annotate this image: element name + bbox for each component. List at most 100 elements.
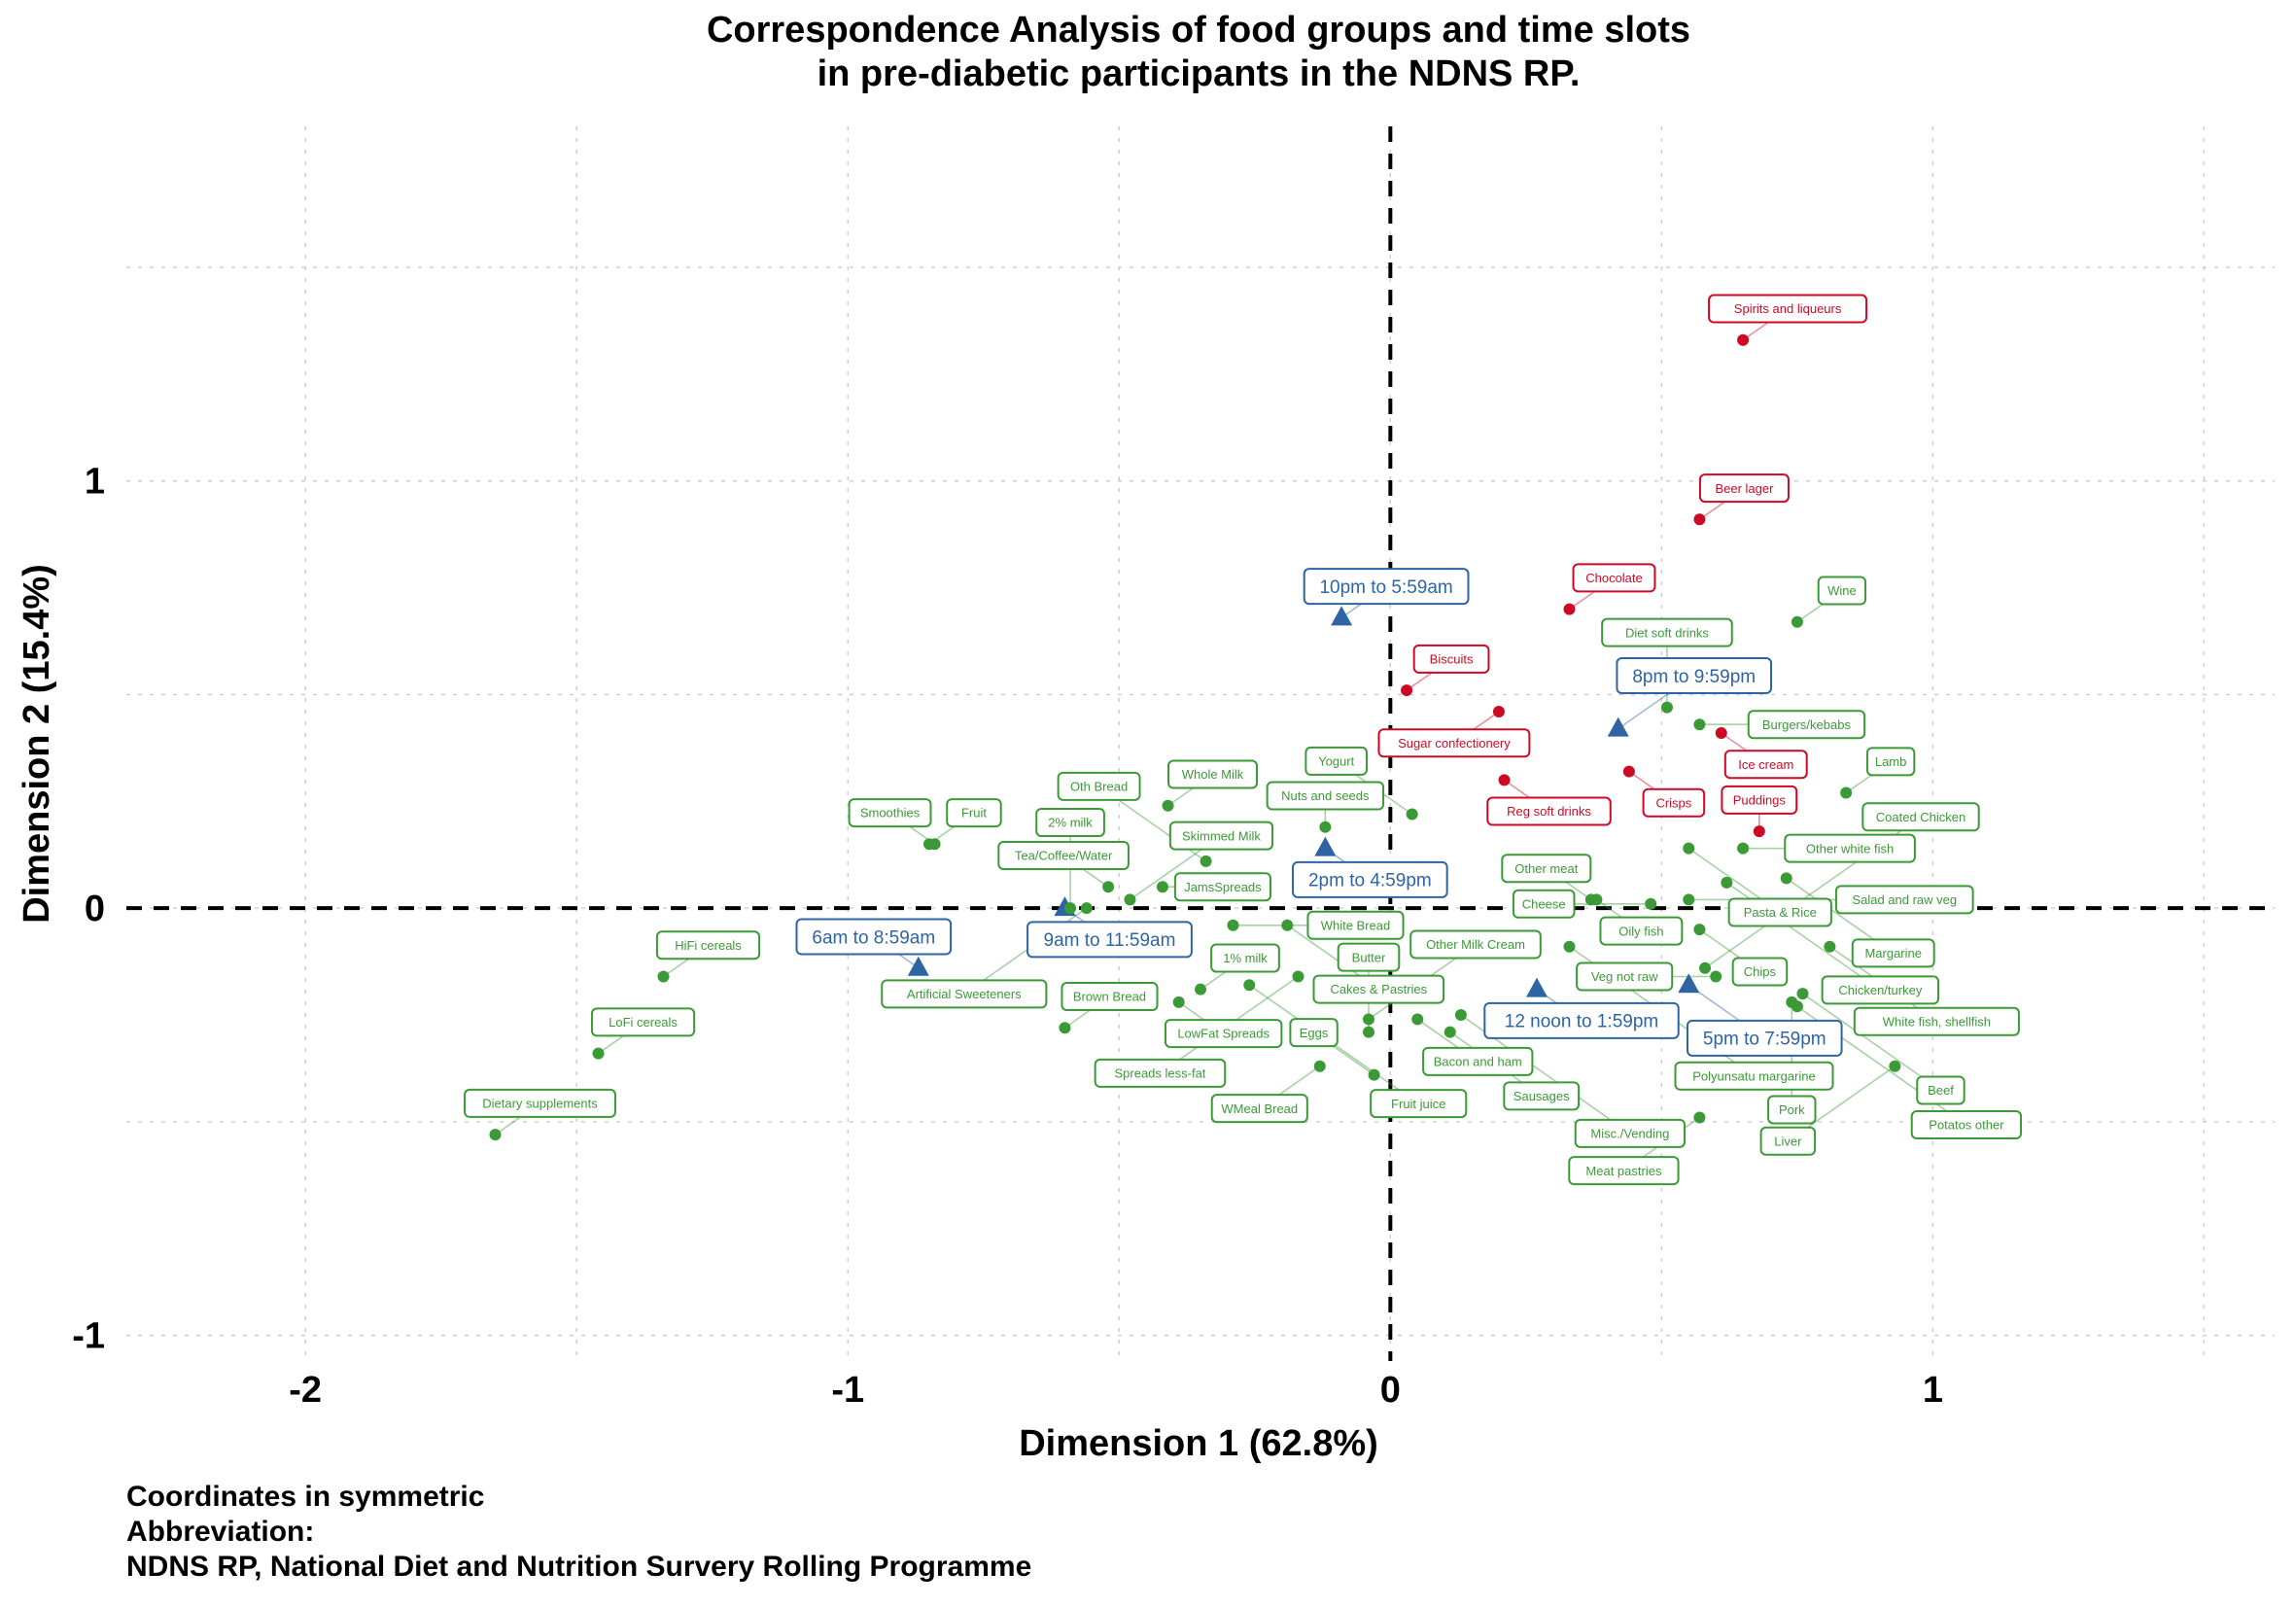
point-label-box [1422,1046,1534,1076]
x-axis-title: Dimension 1 (62.8%) [1019,1423,1378,1464]
point-label-box [1312,974,1445,1004]
food-group-marker [1411,1013,1424,1026]
point-label: Cheese [1522,896,1566,911]
point-label-box [1708,294,1868,324]
data-points [489,333,1901,1141]
food-group-marker [1693,718,1706,731]
point-label-box [1821,975,1940,1005]
point-label-box [1642,787,1706,818]
point-label: Butter [1352,950,1386,964]
point-label-box [1599,916,1684,946]
point-label: 6am to 8:59am [812,927,935,948]
point-label: Dietary supplements [482,1097,598,1111]
food-group-marker [1363,1026,1375,1038]
label-connector [1802,993,1941,1092]
food-group-marker [928,838,941,851]
time-slot-marker [1314,836,1337,856]
point-label-box [1686,1019,1843,1057]
food-group-marker [1102,881,1115,893]
point-label-box [1731,957,1789,987]
point-label-box [1094,1058,1227,1088]
food-group-marker [1737,842,1750,855]
point-label-box [1173,872,1271,902]
point-label-box [1337,942,1401,972]
point-label: Yogurt [1318,754,1354,769]
point-label-box [1289,1018,1339,1048]
food-group-marker [1227,919,1239,931]
food-group-marker [1780,872,1792,885]
point-label-box [795,918,953,956]
grid-lines [126,126,2275,1361]
food-group-marker [1753,825,1765,838]
point-label-box [1305,746,1368,776]
food-group-marker [1563,940,1576,953]
point-label: Oth Bread [1070,780,1128,794]
point-label: Spirits and liqueurs [1734,301,1842,316]
point-label: Liver [1774,1134,1802,1148]
point-label-box [1910,1110,2023,1140]
point-label: 10pm to 5:59am [1319,577,1452,598]
time-slot-marker [1678,973,1700,994]
y-tick-label: 1 [85,462,105,503]
point-label: Chicken/turkey [1838,983,1922,997]
food-group-marker [1693,1111,1706,1124]
point-label-box [1851,938,1935,968]
point-label: Lamb [1875,754,1907,769]
point-label: Crisps [1655,795,1691,810]
point-label-box [1698,473,1790,504]
food-group-marker [1281,919,1294,931]
point-label: Salad and raw veg [1852,892,1957,907]
food-group-marker [1498,774,1511,786]
point-label-box [881,979,1048,1009]
point-label-box [1865,747,1916,777]
food-group-marker [1156,881,1168,893]
point-label: Meat pastries [1585,1164,1662,1178]
y-tick-label: 0 [85,889,105,929]
time-slot-marker [1607,716,1629,737]
food-group-marker [1243,979,1256,992]
food-group-marker [1710,970,1722,983]
point-label-box [1412,644,1490,674]
point-label-box [1568,1156,1680,1186]
point-label-box [1168,821,1274,851]
point-label-box [1035,807,1105,837]
point-label-box [1486,796,1612,826]
point-label-box [655,930,761,961]
point-label: Potatos other [1929,1118,2004,1133]
point-label: Oily fish [1618,924,1663,938]
chart-title: Correspondence Analysis of food groups a… [707,10,1690,51]
point-label: Pasta & Rice [1744,905,1817,920]
point-label-box [1576,961,1674,992]
food-group-marker [1590,893,1603,906]
point-label: Reg soft drinks [1507,804,1591,819]
point-label-box [1167,759,1259,789]
time-slot-marker [1331,606,1353,626]
point-label-box [1727,897,1832,927]
food-group-marker [1319,821,1332,833]
point-label-box [1501,854,1592,884]
food-group-marker [1889,1060,1901,1072]
x-tick-label: -1 [831,1370,864,1411]
point-label-box [1377,728,1531,758]
point-label: Sugar confectionery [1398,736,1511,751]
chart-subtitle: in pre-diabetic participants in the NDNS… [818,53,1581,94]
food-group-marker [1064,902,1077,915]
point-label-box [1759,1126,1817,1156]
food-group-marker [1401,684,1413,697]
point-label: Skimmed Milk [1182,828,1261,843]
food-group-marker [1693,513,1706,526]
food-group-marker [1059,1022,1071,1034]
food-group-marker [1645,897,1657,910]
point-label: Veg not raw [1591,969,1658,984]
point-label-box [848,798,932,828]
food-group-marker [1840,786,1853,799]
food-group-marker [489,1129,502,1141]
food-group-marker [1444,1026,1456,1038]
point-label: Sausages [1513,1089,1570,1103]
point-label-box [1164,1019,1283,1049]
food-group-marker [1292,970,1305,983]
chart-notes: Coordinates in symmetric Abbreviation: N… [126,1480,1031,1585]
food-group-marker [1791,615,1803,628]
food-group-marker [1368,1068,1380,1081]
point-label: Chocolate [1585,571,1643,585]
